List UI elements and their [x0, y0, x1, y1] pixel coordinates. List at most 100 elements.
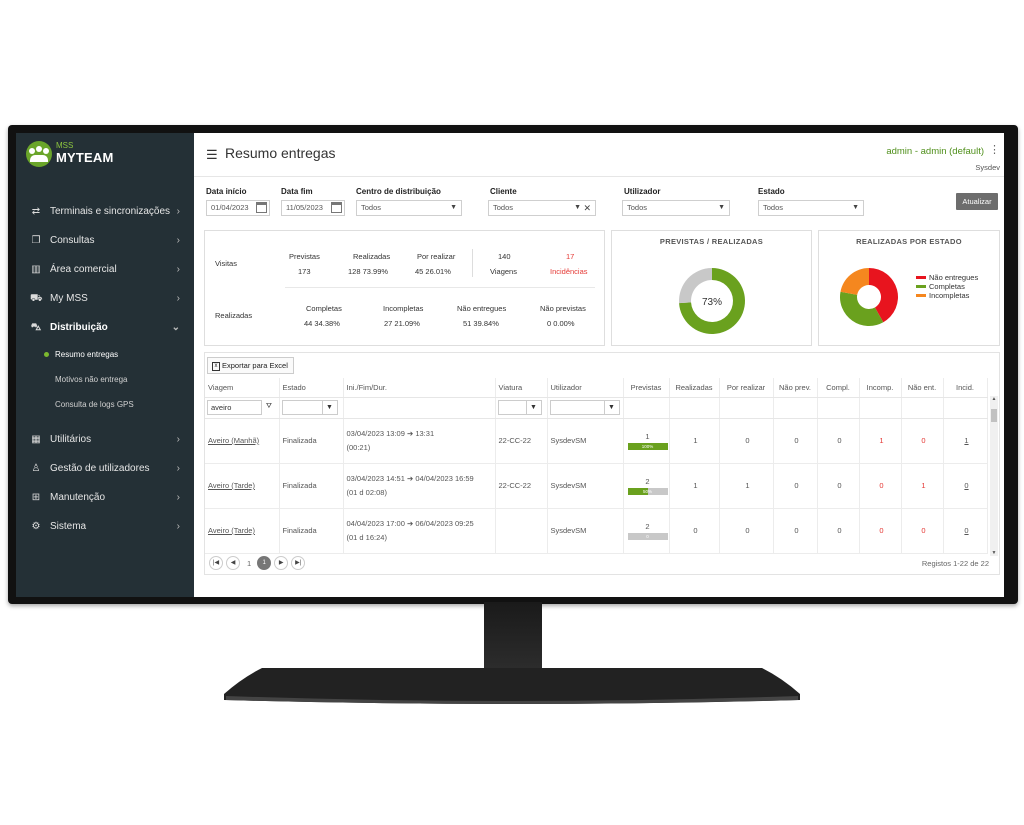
utilizador-cell: SysdevSM	[547, 418, 624, 464]
centro-select[interactable]: Todos ▼	[356, 200, 462, 216]
tools-icon: ▦	[31, 433, 41, 445]
col-incomp[interactable]: Incomp.	[859, 378, 902, 398]
next-page-icon[interactable]: ▶	[274, 556, 289, 570]
legend-label: Completas	[929, 282, 965, 291]
last-page-icon[interactable]: ▶|	[291, 556, 306, 570]
cliente-select[interactable]: Todos ▼ ✕	[488, 200, 596, 216]
estado-select[interactable]: Todos ▼	[758, 200, 864, 216]
clear-icon[interactable]: ✕	[583, 203, 591, 213]
sidebar-subitem-resumo-entregas[interactable]: Resumo entregas	[16, 342, 194, 367]
export-excel-button[interactable]: x Exportar para Excel	[207, 357, 294, 374]
col-utilizador[interactable]: Utilizador	[547, 378, 624, 398]
sidebar-item-consultas[interactable]: ❐ Consultas ›	[16, 226, 194, 255]
col-previstas[interactable]: Previstas	[623, 378, 670, 398]
col-por-realizar[interactable]: Por realizar	[719, 378, 774, 398]
ini-fim-dur-cell: 04/04/2023 17:00 ➔ 06/04/2023 09:25 (01 d…	[343, 508, 496, 554]
ini-fim-dur-cell: 03/04/2023 14:51 ➔ 04/04/2023 16:59 (01 d…	[343, 463, 496, 509]
screen: MSS MYTEAM ⇄ Terminais e sincronizações …	[16, 133, 1004, 597]
team-logo-icon	[26, 141, 52, 167]
incid-link[interactable]: 0	[964, 481, 969, 490]
sidebar-item-utilitarios[interactable]: ▦ Utilitários ›	[16, 425, 194, 454]
incid-cell[interactable]: 0	[943, 463, 988, 509]
chart2-slice[interactable]	[840, 268, 869, 295]
user-name[interactable]: admin - admin (default)	[886, 146, 984, 157]
progress-bar: 0	[627, 532, 668, 540]
date-start-input[interactable]: 01/04/2023	[206, 200, 270, 216]
table-row[interactable]: Aveiro (Manhã) Finalizada 03/04/2023 13:09…	[205, 418, 988, 464]
duration-text: (01 d 16:24)	[346, 532, 387, 542]
por-realizar-cell: 0	[719, 508, 774, 554]
viagem-cell[interactable]: Aveiro (Manhã)	[205, 418, 280, 464]
sidebar-item-manutencao[interactable]: ⊞ Manutenção ›	[16, 483, 194, 512]
viagem-filter-input[interactable]: aveiro	[207, 400, 262, 415]
viagem-cell[interactable]: Aveiro (Tarde)	[205, 508, 280, 554]
incid-link[interactable]: 1	[964, 436, 969, 445]
utilizador-filter-input[interactable]	[549, 400, 605, 415]
date-end-input[interactable]: 11/05/2023	[281, 200, 345, 216]
vertical-scrollbar[interactable]: ▲ ▼	[990, 396, 998, 556]
incid-cell[interactable]: 1	[943, 418, 988, 464]
viagem-link[interactable]: Aveiro (Tarde)	[208, 481, 255, 490]
sidebar-item-area-comercial[interactable]: ▥ Área comercial ›	[16, 255, 194, 284]
page-number[interactable]: 1	[247, 558, 252, 568]
nao-prev-cell: 0	[773, 418, 818, 464]
chart1-slice[interactable]	[679, 268, 712, 304]
chart1-slice[interactable]	[679, 268, 745, 334]
scrollbar-thumb[interactable]	[991, 409, 997, 422]
chart2-legend: Não entregues Completas Incompletas	[916, 273, 978, 300]
estado-value: Todos	[763, 203, 784, 212]
table-row[interactable]: Aveiro (Tarde) Finalizada 03/04/2023 14:51…	[205, 463, 988, 509]
sidebar-item-distribuicao[interactable]: ⛍ Distribuição ⌄	[16, 313, 194, 342]
col-nao-ent[interactable]: Não ent.	[901, 378, 944, 398]
viatura-filter-input[interactable]	[497, 400, 527, 415]
incid-link[interactable]: 0	[964, 526, 969, 535]
viagem-link[interactable]: Aveiro (Manhã)	[208, 436, 260, 445]
col-estado[interactable]: Estado	[279, 378, 344, 398]
update-button[interactable]: Atualizar	[956, 193, 998, 210]
chart2-slice[interactable]	[869, 268, 898, 323]
col-viatura[interactable]: Viatura	[495, 378, 548, 398]
sidebar-menu: ⇄ Terminais e sincronizações › ❐ Consult…	[16, 197, 194, 541]
filter-icon[interactable]: ▼	[322, 400, 338, 415]
filter-icon[interactable]: ▼	[526, 400, 542, 415]
hamburger-menu-icon[interactable]: ☰	[206, 147, 218, 162]
current-page[interactable]: 1	[257, 556, 272, 570]
sidebar-item-my-mss[interactable]: ⛟ My MSS ›	[16, 284, 194, 313]
col-nao-prev[interactable]: Não prev.	[773, 378, 818, 398]
sidebar-subitem-logs-gps[interactable]: Consulta de logs GPS	[16, 392, 194, 417]
calendar-icon[interactable]	[256, 202, 267, 213]
col-incid[interactable]: Incid.	[943, 378, 988, 398]
viagem-cell[interactable]: Aveiro (Tarde)	[205, 463, 280, 509]
col-ini-fim-dur[interactable]: Ini./Fim/Dur.	[343, 378, 496, 398]
more-options-icon[interactable]: ⋮	[989, 144, 1000, 156]
table-row[interactable]: Aveiro (Tarde) Finalizada 04/04/2023 17:00…	[205, 508, 988, 554]
utilizador-value: Todos	[627, 203, 648, 212]
chart2-slice[interactable]	[840, 291, 884, 326]
chart1-center-label: 73%	[702, 297, 722, 308]
calendar-icon[interactable]	[331, 202, 342, 213]
scroll-down-icon[interactable]: ▼	[991, 550, 997, 556]
app-logo[interactable]: MSS MYTEAM	[26, 141, 114, 167]
sidebar-subitem-motivos[interactable]: Motivos não entrega	[16, 367, 194, 392]
utilizador-cell: SysdevSM	[547, 463, 624, 509]
clear-filter-icon[interactable]: ⛛	[266, 403, 272, 410]
prev-page-icon[interactable]: ◀	[226, 556, 240, 570]
sidebar-item-sistema[interactable]: ⚙ Sistema ›	[16, 512, 194, 541]
first-page-icon[interactable]: |◀	[209, 556, 223, 570]
estado-filter-input[interactable]	[281, 400, 323, 415]
col-viagem[interactable]: Viagem	[205, 378, 280, 398]
scroll-up-icon[interactable]: ▲	[991, 396, 997, 402]
filter-icon[interactable]: ▼	[604, 400, 620, 415]
sidebar-item-terminais[interactable]: ⇄ Terminais e sincronizações ›	[16, 197, 194, 226]
col-realizadas[interactable]: Realizadas	[669, 378, 720, 398]
viagem-link[interactable]: Aveiro (Tarde)	[208, 526, 255, 535]
legend-label: Não entregues	[929, 273, 979, 282]
sidebar-item-gestao-utilizadores[interactable]: ♙ Gestão de utilizadores ›	[16, 454, 194, 483]
legend-item: Não entregues	[916, 273, 978, 282]
previstas-cell: 2 50%	[623, 463, 670, 509]
incid-cell[interactable]: 0	[943, 508, 988, 554]
sidebar-subitem-label: Motivos não entrega	[55, 375, 128, 384]
previstas-realizadas-chart: 73%	[679, 268, 745, 334]
utilizador-select[interactable]: Todos ▼	[622, 200, 730, 216]
col-compl[interactable]: Compl.	[817, 378, 860, 398]
